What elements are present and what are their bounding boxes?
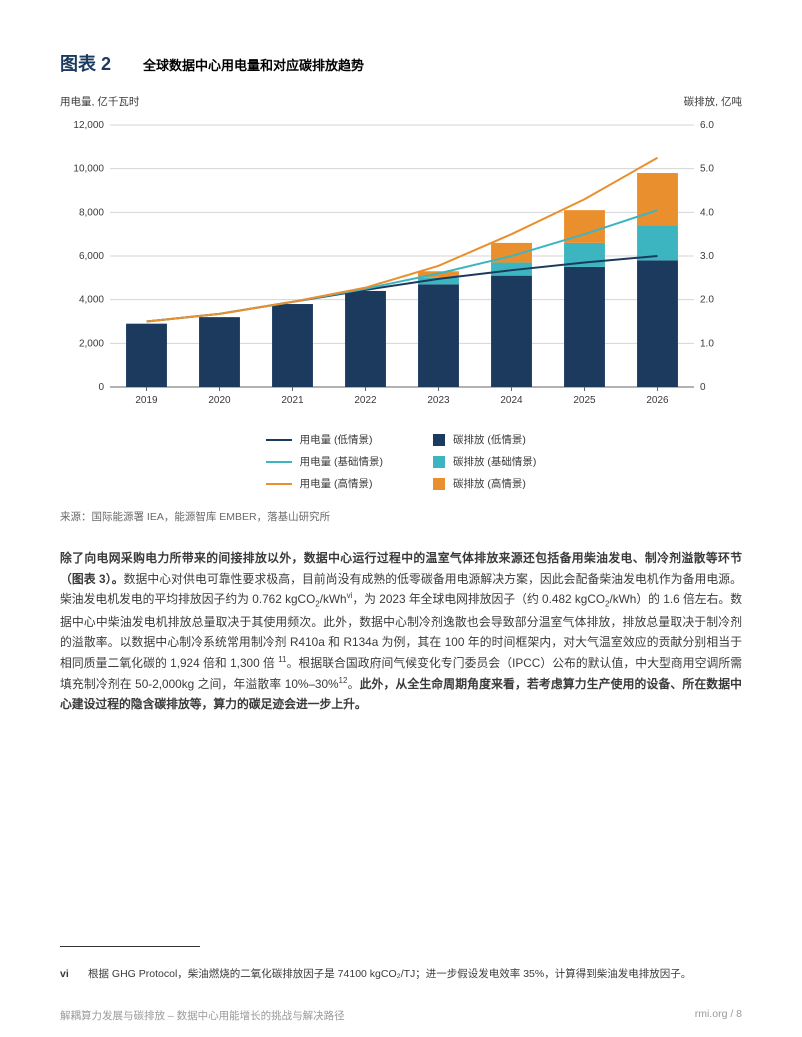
legend-item: 用电量 (基础情景)	[266, 454, 383, 469]
svg-text:2,000: 2,000	[79, 338, 104, 349]
legend-label: 用电量 (高情景)	[300, 476, 373, 491]
svg-text:2.0: 2.0	[700, 295, 714, 306]
legend-col-lines: 用电量 (低情景) 用电量 (基础情景) 用电量 (高情景)	[266, 432, 383, 491]
svg-text:4,000: 4,000	[79, 295, 104, 306]
footer-left: 解耦算力发展与碳排放 – 数据中心用能增长的挑战与解决路径	[60, 1008, 345, 1023]
y1-axis-label: 用电量, 亿千瓦时	[60, 94, 139, 109]
p1f: 。	[347, 677, 359, 691]
footer-right: rmi.org / 8	[695, 1008, 742, 1023]
legend-label: 碳排放 (基础情景)	[453, 454, 536, 469]
svg-text:2020: 2020	[208, 395, 231, 406]
legend-line-swatch	[266, 483, 292, 485]
svg-text:0: 0	[700, 382, 706, 393]
svg-text:2026: 2026	[646, 395, 669, 406]
svg-text:2024: 2024	[500, 395, 523, 406]
figure-label: 图表 2	[60, 50, 111, 76]
svg-text:8,000: 8,000	[79, 207, 104, 218]
svg-text:0: 0	[98, 382, 104, 393]
footnote-marker: vi	[60, 966, 78, 982]
footnote-text: 根据 GHG Protocol，柴油燃烧的二氧化碳排放因子是 74100 kgC…	[88, 966, 691, 982]
svg-text:1.0: 1.0	[700, 338, 714, 349]
legend-label: 碳排放 (高情景)	[453, 476, 526, 491]
figure-header: 图表 2 全球数据中心用电量和对应碳排放趋势	[60, 50, 742, 76]
legend-label: 用电量 (低情景)	[300, 432, 373, 447]
chart: 0 2,000 4,000 6,000 8,000 10,000 12,000 0 1.0 2.0…	[60, 115, 742, 420]
legend-item: 用电量 (低情景)	[266, 432, 383, 447]
footer: 解耦算力发展与碳排放 – 数据中心用能增长的挑战与解决路径 rmi.org / …	[0, 1008, 802, 1023]
legend-item: 碳排放 (基础情景)	[433, 454, 536, 469]
legend-square-swatch	[433, 434, 445, 446]
p1d-sup: 11	[278, 655, 286, 664]
svg-text:6,000: 6,000	[79, 251, 104, 262]
svg-text:4.0: 4.0	[700, 207, 714, 218]
figure-title: 全球数据中心用电量和对应碳排放趋势	[143, 55, 364, 74]
svg-text:2019: 2019	[135, 395, 158, 406]
footnote-separator	[60, 946, 200, 947]
svg-text:6.0: 6.0	[700, 120, 714, 131]
legend-label: 用电量 (基础情景)	[300, 454, 383, 469]
svg-text:2021: 2021	[281, 395, 304, 406]
y2-axis-label: 碳排放, 亿吨	[684, 94, 742, 109]
svg-text:10,000: 10,000	[73, 164, 104, 175]
legend-col-bars: 碳排放 (低情景) 碳排放 (基础情景) 碳排放 (高情景)	[433, 432, 536, 491]
legend-item: 用电量 (高情景)	[266, 476, 383, 491]
svg-text:2023: 2023	[427, 395, 450, 406]
source-line: 来源：国际能源署 IEA，能源智库 EMBER，落基山研究所	[60, 509, 742, 524]
legend: 用电量 (低情景)用电量 (基础情景)用电量 (高情景) 碳排放 (低情景)碳排…	[60, 432, 742, 491]
svg-text:3.0: 3.0	[700, 251, 714, 262]
legend-square-swatch	[433, 456, 445, 468]
svg-text:2022: 2022	[354, 395, 377, 406]
footnote: vi 根据 GHG Protocol，柴油燃烧的二氧化碳排放因子是 74100 …	[60, 966, 742, 982]
svg-text:2025: 2025	[573, 395, 596, 406]
legend-item: 碳排放 (高情景)	[433, 476, 536, 491]
body-paragraph: 除了向电网采购电力所带来的间接排放以外，数据中心运行过程中的温室气体排放来源还包…	[60, 548, 742, 715]
svg-text:12,000: 12,000	[73, 120, 104, 131]
chart-svg: 0 2,000 4,000 6,000 8,000 10,000 12,000 0 1.0 2.0…	[60, 115, 742, 415]
legend-line-swatch	[266, 439, 292, 441]
legend-item: 碳排放 (低情景)	[433, 432, 536, 447]
legend-square-swatch	[433, 478, 445, 490]
p1c: ，为 2023 年全球电网排放因子（约 0.482 kgCO	[352, 592, 605, 606]
p1b: /kWh	[320, 592, 347, 606]
svg-text:5.0: 5.0	[700, 164, 714, 175]
axis-labels: 用电量, 亿千瓦时 碳排放, 亿吨	[60, 94, 742, 109]
legend-line-swatch	[266, 461, 292, 463]
legend-label: 碳排放 (低情景)	[453, 432, 526, 447]
